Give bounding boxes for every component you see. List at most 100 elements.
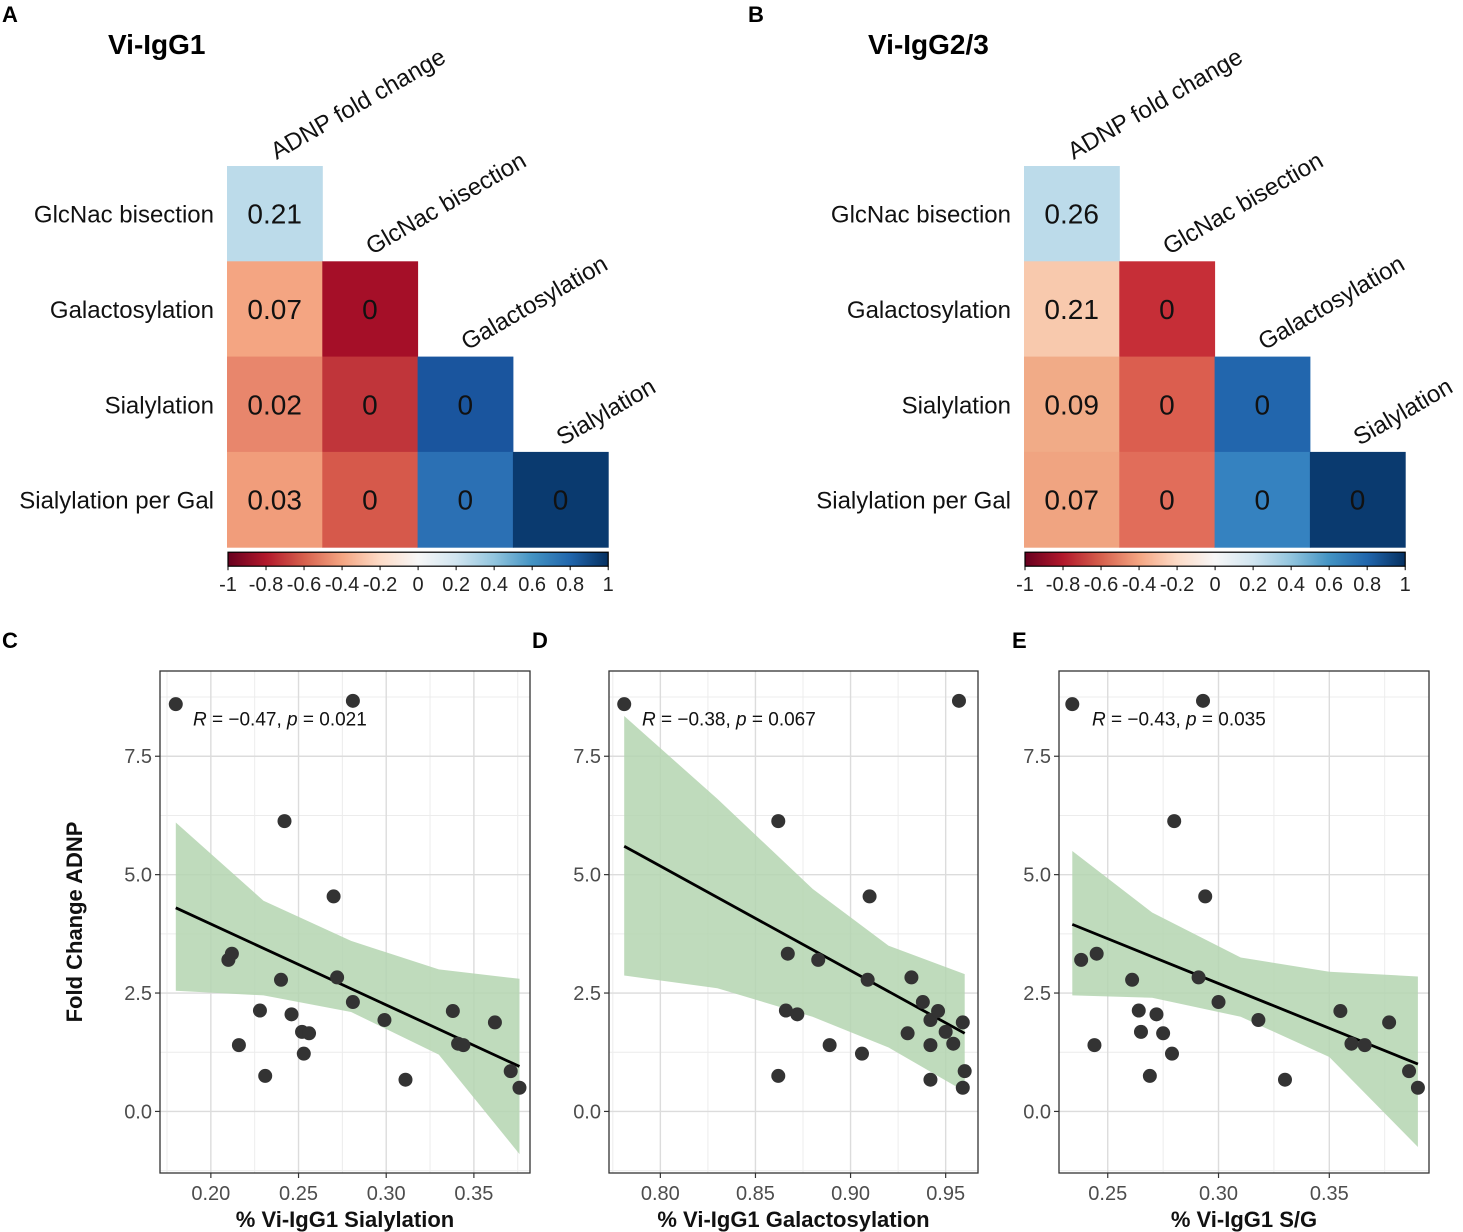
heatmap-cell-value: 0.07 — [247, 294, 302, 325]
colorbar — [1024, 551, 1406, 567]
panel-c: C R = −0.47, p = 0.021 0.20 0.25 0.30 0.35 0.… — [2, 628, 531, 1232]
data-point — [345, 995, 360, 1010]
heatmap-cell-value: 0 — [362, 485, 378, 516]
annotation-part: p — [735, 709, 747, 730]
colorbar-tick-label: -0.8 — [249, 574, 283, 596]
data-point — [946, 1036, 961, 1051]
y-tick-label: 2.5 — [124, 983, 152, 1005]
heatmap-row-label: GlcNac bisection — [34, 202, 214, 229]
colorbar-tick-label: 0 — [1210, 574, 1221, 596]
heatmap-cell-value: 0 — [457, 485, 473, 516]
data-point — [345, 693, 360, 708]
data-point — [258, 1068, 273, 1083]
data-point — [951, 693, 966, 708]
panel-e: E R = −0.43, p = 0.035 0.25 0.30 0.35 0.0 2.5… — [1012, 628, 1430, 1232]
data-point — [277, 814, 292, 829]
plot-border — [608, 670, 979, 1174]
data-point — [1131, 1003, 1146, 1018]
data-point — [273, 972, 288, 987]
data-point — [957, 1064, 972, 1079]
data-point — [915, 995, 930, 1010]
data-point — [1133, 1024, 1148, 1039]
data-point — [1087, 1038, 1102, 1053]
y-tick-label: 0.0 — [573, 1101, 601, 1123]
correlation-annotation: R = −0.43, p = 0.035 — [1092, 709, 1266, 730]
data-point — [1277, 1072, 1292, 1087]
data-point — [955, 1015, 970, 1030]
colorbar-tick-label: -0.2 — [1160, 574, 1194, 596]
heatmap-cell-value: 0.03 — [247, 485, 302, 516]
x-tick-label: 0.35 — [1310, 1183, 1349, 1205]
heatmap-cell-value: 0 — [362, 389, 378, 420]
plot-border — [1058, 670, 1430, 1174]
data-point — [1149, 1007, 1164, 1022]
data-point — [1074, 952, 1089, 967]
heatmap-cell-value: 0 — [1254, 389, 1270, 420]
heatmap-row-label: Galactosylation — [847, 297, 1011, 324]
scatter-d: R = −0.38, p = 0.067 0.80 0.85 0.90 0.95 0.0 2… — [573, 670, 979, 1232]
data-point — [1164, 1046, 1179, 1061]
colorbar-tick-label: 1 — [1400, 574, 1411, 596]
y-tick-label: 0.0 — [1023, 1101, 1051, 1123]
annotation-part: p — [1185, 709, 1197, 730]
heatmap-cell — [1024, 261, 1120, 358]
data-point — [778, 1003, 793, 1018]
x-tick-label: 0.90 — [831, 1183, 870, 1205]
data-point — [860, 972, 875, 987]
x-tick-label: 0.85 — [736, 1183, 775, 1205]
colorbar-tick-label: 0.2 — [442, 574, 470, 596]
heatmap-cell — [322, 261, 419, 358]
annotation-part: = −0.38, — [656, 709, 736, 730]
y-tick-label: 5.0 — [573, 865, 601, 887]
x-tick-label: 0.95 — [926, 1183, 965, 1205]
data-point — [487, 1015, 502, 1030]
data-point — [1089, 946, 1104, 961]
data-point — [904, 970, 919, 985]
data-point — [811, 952, 826, 967]
heatmap-cell-value: 0.21 — [1044, 294, 1099, 325]
annotation-part: R — [193, 709, 207, 730]
heatmap-row-label: Sialylation — [902, 392, 1011, 419]
x-tick-label: 0.30 — [367, 1183, 406, 1205]
scatter-e: R = −0.43, p = 0.035 0.25 0.30 0.35 0.0 2.5 5.… — [1023, 670, 1430, 1232]
data-point — [296, 1046, 311, 1061]
data-point — [1333, 1004, 1348, 1019]
heatmap-cell — [417, 356, 514, 453]
regression-line — [623, 844, 966, 1035]
data-point — [512, 1080, 527, 1095]
heatmap-cell — [1024, 451, 1120, 548]
heatmap-row-label: Sialylation per Gal — [19, 488, 214, 515]
heatmap-row-label: Galactosylation — [50, 297, 214, 324]
heatmap-cell — [417, 451, 514, 548]
plot-border — [159, 670, 531, 1174]
data-point — [302, 1026, 317, 1041]
data-point — [931, 1004, 946, 1019]
data-point — [445, 1004, 460, 1019]
annotation-part: = 0.021 — [298, 709, 367, 730]
data-point — [822, 1038, 837, 1053]
heatmap-cell — [1309, 451, 1406, 548]
correlation-annotation: R = −0.47, p = 0.021 — [193, 709, 367, 730]
heatmap-cell — [1024, 356, 1120, 453]
panel-e-letter: E — [1012, 628, 1027, 653]
annotation-part: = 0.067 — [747, 709, 816, 730]
x-axis-label: % Vi-IgG1 Galactosylation — [657, 1207, 929, 1232]
x-tick-label: 0.25 — [279, 1183, 318, 1205]
colorbar-tick-label: 0.2 — [1239, 574, 1267, 596]
heatmap-cell-value: 0.02 — [247, 389, 302, 420]
data-point — [1251, 1013, 1266, 1028]
scatter-c: R = −0.47, p = 0.021 0.20 0.25 0.30 0.35 0.0 2… — [62, 670, 531, 1232]
panel-b-letter: B — [748, 2, 764, 27]
heatmap-cell-value: 0.26 — [1044, 199, 1099, 230]
data-point — [1167, 814, 1182, 829]
annotation-part: R — [1092, 709, 1106, 730]
heatmap-col-label: Sialylation — [552, 373, 660, 451]
panel-d: D R = −0.38, p = 0.067 0.80 0.85 0.90 0.95 0.… — [532, 628, 979, 1232]
heatmap-cell — [1214, 356, 1311, 453]
heatmap-cell-value: 0 — [553, 485, 569, 516]
heatmap-cell-value: 0.09 — [1044, 389, 1099, 420]
heatmap-cell-value: 0 — [1350, 485, 1366, 516]
data-point — [503, 1064, 518, 1079]
